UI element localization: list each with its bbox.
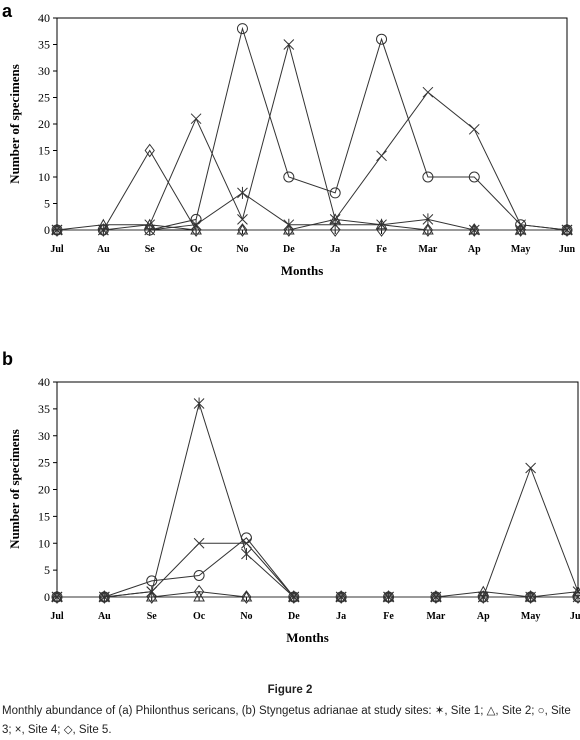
data-point [191, 114, 201, 124]
x-tick-label: Mar [418, 244, 437, 255]
x-tick-label: De [288, 611, 300, 622]
series-line [57, 219, 567, 230]
x-axis-label: Months [286, 630, 329, 645]
y-tick-label: 35 [38, 402, 50, 416]
y-tick-label: 0 [44, 590, 50, 604]
y-tick-label: 35 [38, 38, 50, 52]
y-tick-label: 5 [44, 197, 50, 211]
series-site-1 [52, 187, 572, 236]
x-tick-label: Jul [50, 611, 64, 622]
y-tick-label: 10 [38, 170, 50, 184]
x-tick-label: Oc [190, 244, 203, 255]
data-point [194, 398, 204, 410]
panel-letter-b: b [2, 349, 13, 369]
y-tick-label: 20 [38, 483, 50, 497]
y-tick-label: 0 [44, 223, 50, 237]
x-tick-label: Au [98, 611, 111, 622]
series-site-4 [52, 40, 572, 236]
y-tick-label: 25 [38, 91, 50, 105]
x-tick-label: Jul [50, 244, 64, 255]
x-tick-label: Ap [468, 244, 481, 255]
caption-text: Monthly abundance of (a) Philonthus seri… [0, 702, 580, 740]
x-tick-label: Ja [330, 244, 340, 255]
series-line [57, 592, 578, 597]
series-site-4 [52, 463, 580, 602]
data-point [526, 463, 536, 473]
y-tick-label: 10 [38, 536, 50, 550]
x-tick-label: Au [97, 244, 110, 255]
y-tick-label: 20 [38, 117, 50, 131]
x-tick-label: Jun [559, 244, 576, 255]
data-point [377, 151, 387, 161]
figure-2: a 0 5 10 15 20 25 30 35 40 Jul Au Se Oc No De Ja Fe Mar Ap M… [0, 0, 580, 680]
data-point [237, 214, 247, 224]
x-tick-label: No [240, 611, 252, 622]
y-tick-label: 5 [44, 563, 50, 577]
y-tick-label: 30 [38, 64, 50, 78]
x-tick-label: Ja [336, 611, 346, 622]
y-axis-label: Number of specimens [7, 64, 22, 184]
y-tick-label: 40 [38, 375, 50, 389]
data-point [237, 187, 247, 199]
x-tick-label: Se [145, 244, 156, 255]
series-line [57, 592, 578, 597]
y-tick-label: 40 [38, 11, 50, 25]
x-axis-label: Months [281, 263, 324, 278]
series-site-3 [52, 533, 580, 602]
y-tick-label: 15 [38, 144, 50, 158]
x-tick-label: Oc [193, 611, 206, 622]
x-tick-label: De [283, 244, 295, 255]
x-tick-label: Fe [383, 611, 394, 622]
chart-panel-a: a 0 5 10 15 20 25 30 35 40 Jul Au Se Oc No De Ja Fe Mar Ap M… [2, 1, 575, 278]
figure-caption: Figure 2 Monthly abundance of (a) Philon… [0, 684, 580, 740]
series-line [57, 468, 578, 597]
y-tick-label: 25 [38, 456, 50, 470]
x-tick-label: No [236, 244, 248, 255]
x-tick-label: Jun [570, 611, 580, 622]
series-line [57, 538, 578, 597]
series-site-1 [52, 398, 580, 604]
panel-letter-a: a [2, 1, 13, 21]
x-tick-label: Ap [477, 611, 490, 622]
figure-title: Figure 2 [0, 684, 580, 696]
series-line [57, 404, 578, 598]
series-site-5 [53, 145, 572, 237]
series-site-2 [52, 214, 572, 234]
data-point [284, 40, 294, 50]
x-tick-label: May [511, 244, 530, 255]
y-tick-label: 30 [38, 429, 50, 443]
data-point [469, 124, 479, 134]
data-point [423, 87, 433, 97]
series-line [57, 29, 567, 230]
data-point [241, 548, 251, 560]
plot-area-frame [57, 18, 567, 230]
series-line [57, 45, 567, 231]
x-tick-label: Se [147, 611, 158, 622]
y-tick-label: 15 [38, 509, 50, 523]
chart-panel-b: b 0 5 10 15 20 25 30 35 40 Jul Au Se Oc No De Ja Fe Mar Ap M… [2, 349, 580, 645]
x-tick-label: Fe [376, 244, 387, 255]
plot-area-frame [57, 382, 578, 597]
x-tick-label: May [521, 611, 540, 622]
series-site-3 [52, 24, 572, 235]
x-tick-label: Mar [426, 611, 445, 622]
y-axis-label: Number of specimens [7, 429, 22, 549]
